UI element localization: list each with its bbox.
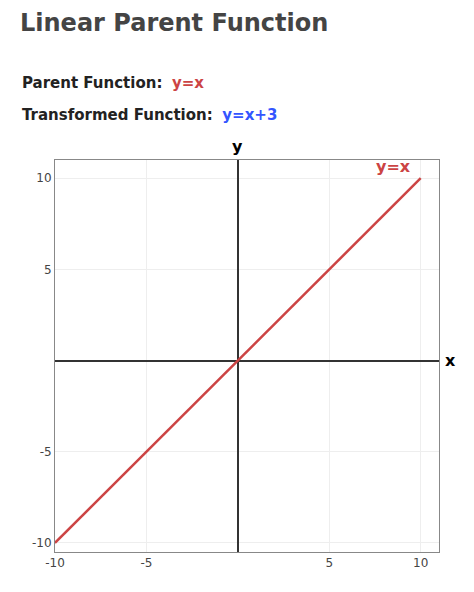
svg-text:-5: -5: [40, 445, 52, 459]
svg-text:y=x: y=x: [376, 157, 411, 176]
svg-text:5: 5: [325, 556, 333, 570]
svg-text:-10: -10: [45, 556, 65, 570]
svg-text:10: 10: [413, 556, 428, 570]
svg-text:-5: -5: [140, 556, 152, 570]
svg-text:Parent Function: y=x: Parent Function: y=x: [22, 74, 204, 92]
svg-text:x: x: [445, 351, 456, 370]
svg-text:y: y: [232, 137, 243, 156]
svg-text:Transformed Function: y=x+3: Transformed Function: y=x+3: [22, 106, 277, 124]
svg-text:10: 10: [36, 171, 51, 185]
svg-text:5: 5: [44, 263, 52, 277]
svg-text:Linear Parent Function: Linear Parent Function: [20, 9, 328, 37]
svg-text:-10: -10: [32, 536, 52, 550]
